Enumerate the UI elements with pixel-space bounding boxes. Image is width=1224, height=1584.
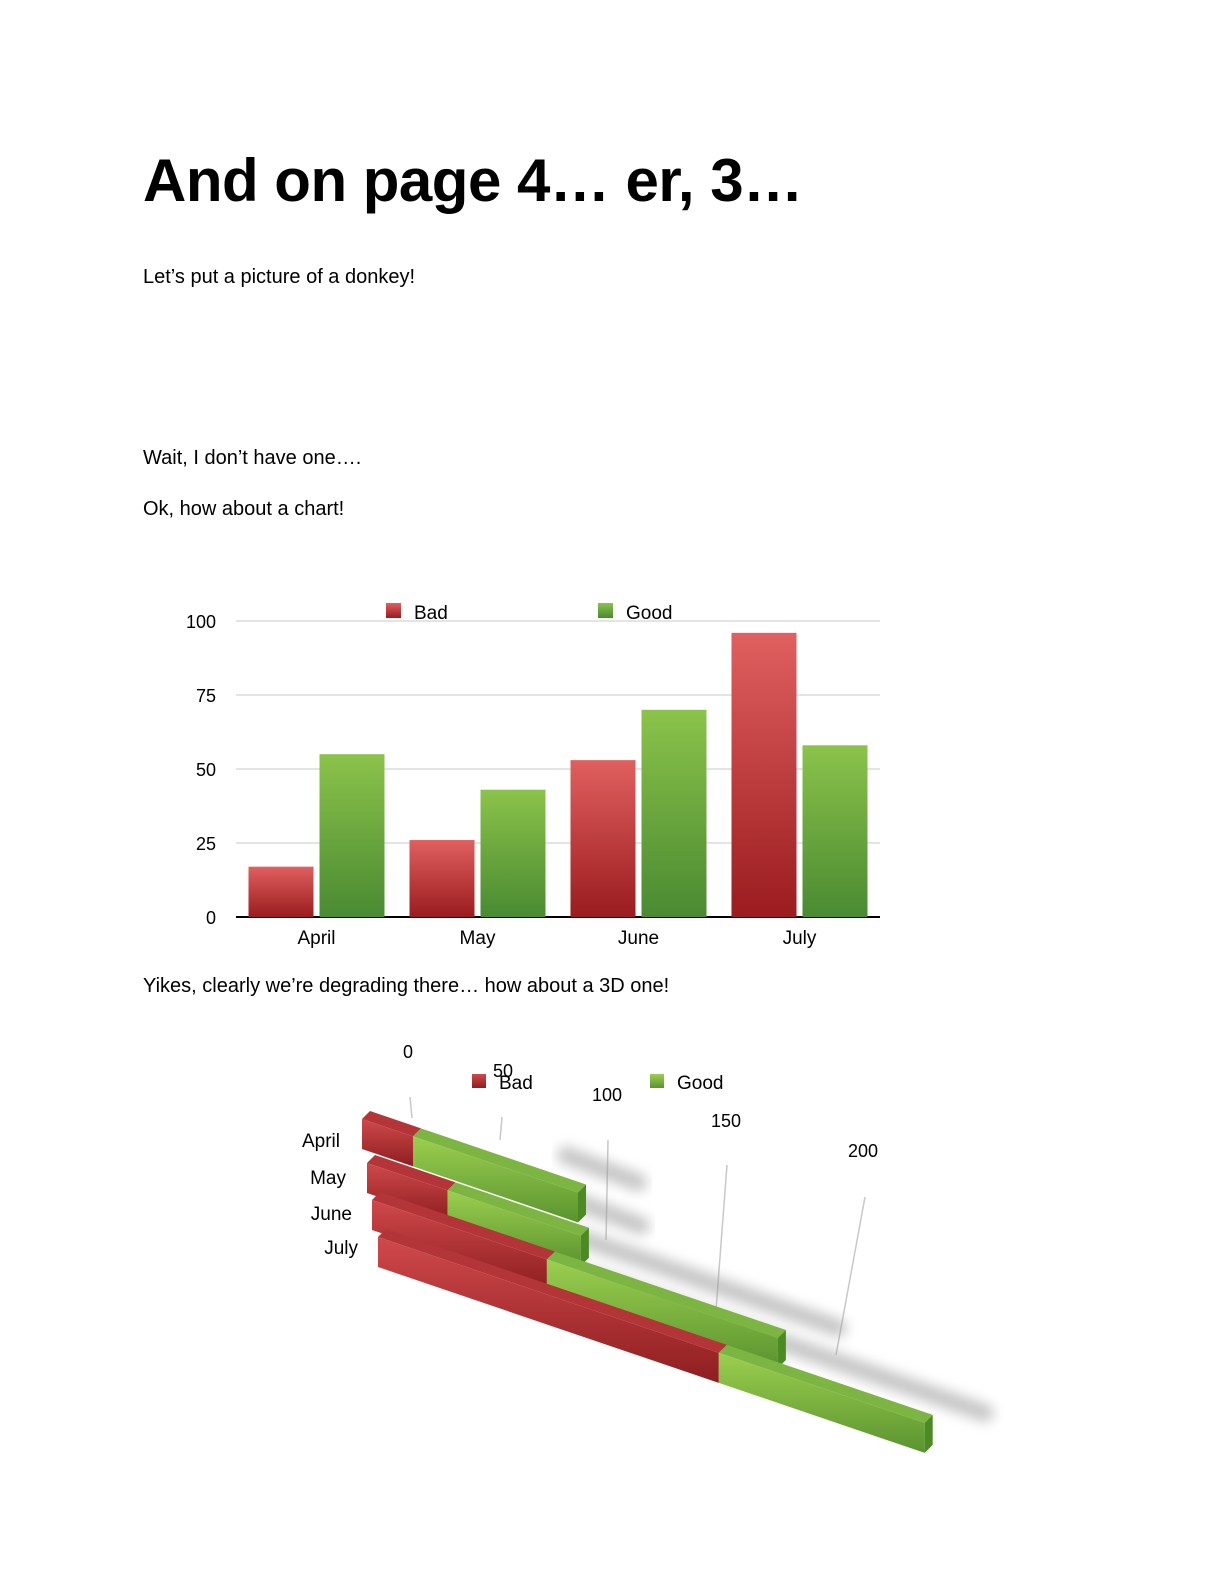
y-tick-label-3d-july: July bbox=[324, 1238, 358, 1259]
bar-shadow-june bbox=[572, 1229, 847, 1338]
bar3d-bad-june bbox=[372, 1200, 547, 1290]
bar-bad-april bbox=[248, 866, 314, 917]
bar3d-bad-july bbox=[378, 1237, 719, 1383]
y-tick-label-25: 25 bbox=[196, 834, 216, 854]
bar3d-good-may bbox=[447, 1190, 581, 1266]
bar3d-top-bad-may bbox=[367, 1155, 456, 1191]
x-tick-label-july: July bbox=[783, 928, 817, 949]
legend-label-good: Good bbox=[626, 603, 672, 624]
legend-swatch-3d-good bbox=[650, 1074, 664, 1088]
gridline-3d-50 bbox=[499, 1116, 503, 1141]
y-tick-label-0: 0 bbox=[206, 908, 216, 928]
bar3d-top-good-april bbox=[413, 1128, 586, 1193]
bar3d-end-june bbox=[777, 1330, 786, 1369]
legend-label-bad: Bad bbox=[414, 603, 448, 624]
bar3d-top-bad-april bbox=[362, 1111, 421, 1137]
y-tick-label-3d-june: June bbox=[311, 1204, 352, 1225]
x-tick-label-3d-100: 100 bbox=[592, 1085, 622, 1105]
bar-shadow-april bbox=[557, 1146, 647, 1192]
bar3d-end-may bbox=[580, 1227, 589, 1266]
bar-good-june bbox=[641, 709, 707, 917]
y-tick-label-100: 100 bbox=[186, 612, 216, 632]
y-tick-label-50: 50 bbox=[196, 760, 216, 780]
bar3d-top-good-july bbox=[718, 1344, 933, 1423]
bar-good-july bbox=[802, 745, 868, 917]
y-tick-label-3d-april: April bbox=[302, 1131, 340, 1152]
bar3d-good-june bbox=[546, 1259, 778, 1369]
y-tick-label-3d-may: May bbox=[310, 1168, 346, 1189]
bar3d-good-july bbox=[718, 1352, 925, 1453]
legend-swatch-bad bbox=[386, 603, 401, 618]
x-tick-label-3d-200: 200 bbox=[848, 1141, 878, 1161]
bar-bad-june bbox=[570, 760, 636, 917]
y-tick-label-75: 75 bbox=[196, 686, 216, 706]
paragraph-chart-intro: Ok, how about a chart! bbox=[143, 498, 345, 520]
bar3d-end-april bbox=[578, 1184, 586, 1223]
bar3d-good-april bbox=[413, 1136, 578, 1223]
bar3d-end-july bbox=[924, 1414, 933, 1453]
bar3d-top-good-may bbox=[447, 1182, 589, 1236]
x-tick-label-3d-0: 0 bbox=[403, 1042, 413, 1062]
x-tick-label-april: April bbox=[297, 928, 335, 949]
bar3d-bad-may bbox=[367, 1163, 448, 1221]
bar-bad-july bbox=[731, 632, 797, 917]
paragraph-3d-intro: Yikes, clearly we’re degrading there… ho… bbox=[143, 975, 670, 997]
x-tick-label-3d-150: 150 bbox=[711, 1111, 741, 1131]
x-tick-label-may: May bbox=[460, 928, 496, 949]
gridline-3d-0 bbox=[409, 1096, 413, 1119]
bar-bad-may bbox=[409, 840, 475, 917]
bar3d-top-bad-june bbox=[372, 1192, 555, 1260]
bar3d-top-good-june bbox=[546, 1251, 786, 1339]
bar-good-may bbox=[480, 789, 546, 917]
x-tick-label-june: June bbox=[618, 928, 659, 949]
bar3d-top-bad-july bbox=[378, 1229, 727, 1353]
bar3d-bad-april bbox=[362, 1119, 413, 1167]
legend-swatch-3d-bad bbox=[472, 1074, 486, 1088]
bar-good-april bbox=[319, 754, 385, 917]
gridline-3d-100 bbox=[605, 1139, 609, 1241]
legend-label-3d-bad: Bad bbox=[499, 1073, 533, 1094]
paragraph-donkey: Let’s put a picture of a donkey! bbox=[143, 266, 416, 288]
legend-swatch-good bbox=[598, 603, 613, 618]
x-tick-label-3d-50: 50 bbox=[493, 1061, 513, 1081]
page-title: And on page 4… er, 3… bbox=[143, 147, 803, 214]
paragraph-no-donkey: Wait, I don’t have one…. bbox=[143, 447, 362, 469]
legend-label-3d-good: Good bbox=[677, 1073, 723, 1094]
